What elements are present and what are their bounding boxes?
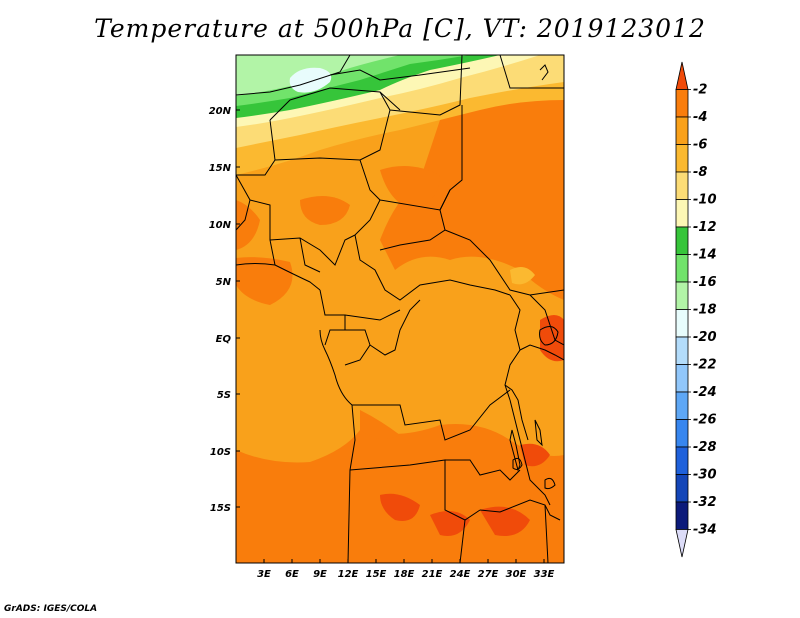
lon-label-18e: 18E	[394, 569, 415, 580]
colorbar-swatch	[675, 254, 689, 283]
colorbar-label: -2	[693, 83, 707, 98]
lon-label-15e: 15E	[366, 569, 387, 580]
lat-label-5n: 5N	[216, 277, 232, 288]
lat-label-20n: 20N	[209, 106, 232, 117]
colorbar-label: -14	[693, 248, 717, 263]
colorbar-label: -26	[693, 413, 717, 428]
colorbar-swatch	[675, 309, 689, 338]
colorbar-label: -12	[693, 220, 717, 235]
colorbar-swatch	[675, 144, 689, 173]
colorbar-label: -20	[693, 330, 717, 345]
colorbar-swatch	[675, 199, 689, 228]
lakes	[509, 326, 559, 490]
lon-label-9e: 9E	[313, 569, 327, 580]
colorbar-swatch	[675, 419, 689, 448]
lat-label-10s: 10S	[210, 447, 231, 458]
colorbar-label: -16	[693, 275, 717, 290]
colorbar-label: -30	[693, 468, 717, 483]
colorbar-swatch	[675, 336, 689, 365]
colorbar-swatch	[675, 116, 689, 145]
colorbar: -2 -4 -6 -8 -10 -12 -14 -16 -18 -20 -22 -24 -26 -28 -3…	[675, 61, 717, 558]
lon-label-27e: 27E	[478, 569, 499, 580]
lon-label-21e: 21E	[422, 569, 443, 580]
lon-label-24e: 24E	[450, 569, 471, 580]
colorbar-label: -32	[693, 495, 717, 510]
colorbar-swatch	[675, 364, 689, 393]
colorbar-top-arrow	[675, 61, 689, 90]
colorbar-swatch	[675, 89, 689, 118]
lon-label-12e: 12E	[338, 569, 359, 580]
country-borders	[236, 55, 564, 563]
colorbar-label: -10	[693, 193, 717, 208]
lon-label-3e: 3E	[257, 569, 271, 580]
temperature-field	[236, 55, 564, 563]
lat-label-5s: 5S	[217, 390, 231, 401]
map-frame	[235, 54, 565, 564]
longitude-labels: 3E 6E 9E 12E 15E 18E 21E 24E 27E 30E 33E	[257, 569, 554, 580]
colorbar-label: -18	[693, 303, 717, 318]
lat-label-15n: 15N	[209, 163, 232, 174]
latitude-ticks	[236, 109, 240, 508]
colorbar-label: -28	[693, 440, 717, 455]
colorbar-bottom-arrow	[675, 529, 689, 558]
colorbar-swatch	[675, 171, 689, 200]
colorbar-swatch	[675, 391, 689, 420]
lon-label-30e: 30E	[506, 569, 527, 580]
colorbar-label: -4	[693, 110, 707, 125]
colorbar-label: -22	[693, 358, 717, 373]
colorbar-swatch	[675, 446, 689, 475]
colorbar-label: -8	[693, 165, 707, 180]
latitude-labels: 20N 15N 10N 5N EQ 5S 10S 15S	[209, 106, 232, 514]
grads-credit: GrADS: IGES/COLA	[4, 604, 98, 614]
colorbar-label: -34	[693, 523, 717, 538]
lon-label-33e: 33E	[534, 569, 555, 580]
colorbar-label: -6	[693, 138, 707, 153]
longitude-ticks	[263, 559, 545, 563]
map-title: Temperature at 500hPa [C], VT: 201912301…	[94, 14, 706, 43]
colorbar-swatch	[675, 226, 689, 255]
lat-label-15s: 15S	[210, 503, 231, 514]
colorbar-swatch	[675, 281, 689, 310]
colorbar-swatch	[675, 501, 689, 530]
lat-label-10n: 10N	[209, 220, 232, 231]
colorbar-swatch	[675, 474, 689, 503]
lon-label-6e: 6E	[285, 569, 299, 580]
colorbar-label: -24	[693, 385, 717, 400]
lat-label-eq: EQ	[216, 334, 232, 345]
